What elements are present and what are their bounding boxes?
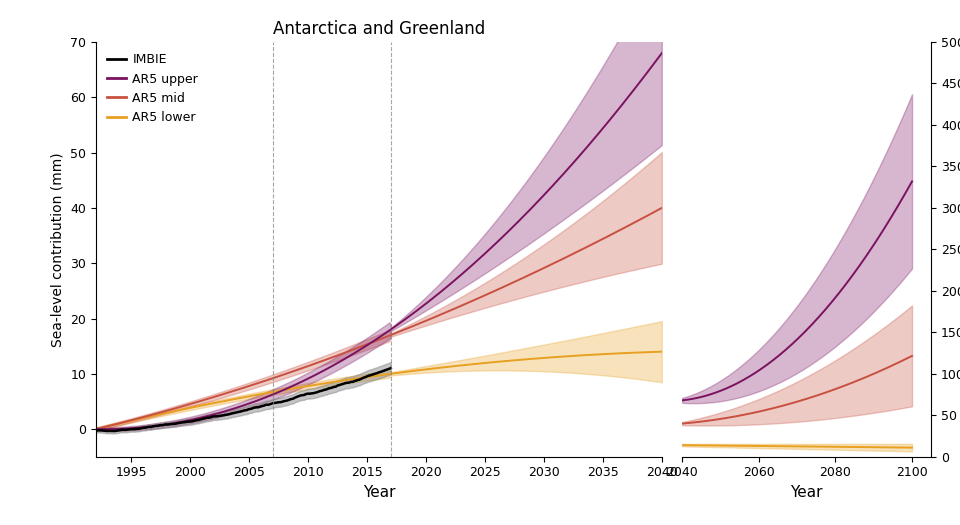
Legend: IMBIE, AR5 upper, AR5 mid, AR5 lower: IMBIE, AR5 upper, AR5 mid, AR5 lower [103, 48, 203, 129]
X-axis label: Year: Year [363, 485, 396, 500]
Y-axis label: Sea-level contribution (mm): Sea-level contribution (mm) [51, 152, 64, 346]
X-axis label: Year: Year [790, 485, 823, 500]
Title: Antarctica and Greenland: Antarctica and Greenland [273, 19, 485, 38]
